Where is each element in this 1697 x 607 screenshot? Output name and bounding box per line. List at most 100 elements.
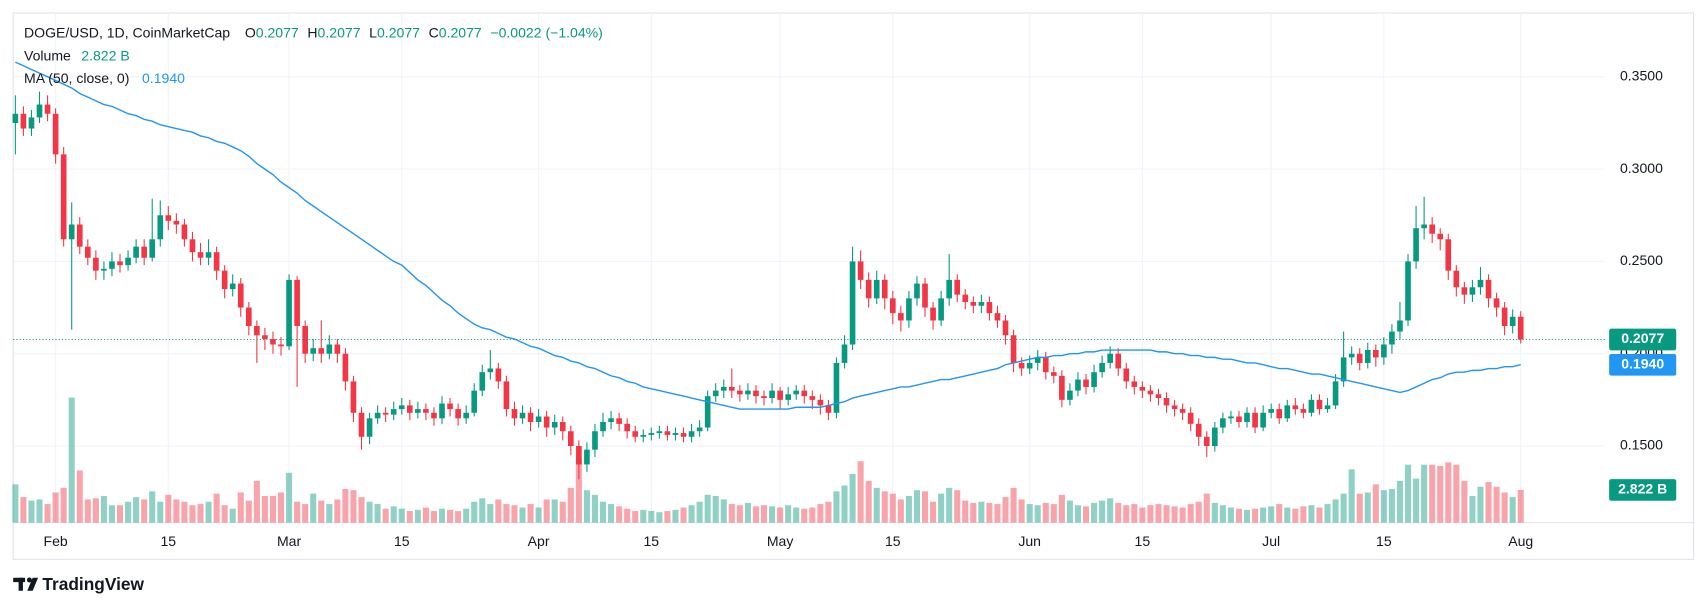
volume-bar (1252, 508, 1259, 523)
volume-bar (76, 470, 83, 523)
volume-bar (656, 512, 663, 523)
volume-bar (84, 499, 91, 523)
volume-bar (551, 499, 558, 523)
candle-body (213, 252, 220, 271)
candle-body (559, 422, 566, 432)
candle-body (1147, 390, 1154, 395)
candle-body (994, 313, 1001, 321)
candle-body (753, 390, 759, 397)
candle-body (551, 422, 558, 428)
candle-body (439, 403, 445, 419)
candle-body (334, 344, 341, 354)
volume-bar (108, 505, 115, 523)
candle-body (495, 368, 502, 382)
candle-body (133, 246, 139, 258)
brand: TradingView (42, 574, 144, 594)
candle-body (44, 104, 51, 114)
volume-bar (873, 487, 880, 523)
volume-bar (632, 511, 639, 523)
candle-body (1485, 279, 1492, 299)
volume-bar (1493, 486, 1500, 523)
candle-body (101, 268, 107, 271)
candle-body (1268, 409, 1274, 413)
candle-body (286, 279, 292, 347)
candle-body (270, 338, 276, 345)
candle-body (1260, 412, 1266, 428)
volume-bar (1445, 462, 1452, 523)
volume-bar (430, 511, 437, 523)
candle-body (1429, 224, 1435, 234)
candle-body (729, 386, 735, 391)
candle-body (1067, 390, 1073, 400)
candle-body (68, 224, 75, 240)
candle-body (398, 405, 405, 410)
x-tick-label: 15 (394, 533, 410, 549)
volume-bar (1163, 505, 1170, 523)
candle-body (1276, 409, 1283, 419)
grid (13, 12, 1604, 523)
volume-bar (1404, 464, 1412, 523)
volume-bar (608, 504, 615, 523)
ohlc-value: 0.2077 (256, 24, 299, 40)
volume-bar (1155, 504, 1162, 523)
volume-bar (181, 501, 188, 523)
volume-bar (60, 487, 67, 523)
volume-bar (648, 511, 655, 523)
candle-body (1163, 398, 1170, 406)
candle-body (1099, 362, 1105, 373)
candle-body (785, 394, 791, 400)
candle-body (431, 412, 437, 419)
candle-body (640, 434, 647, 437)
candle-body (374, 412, 381, 419)
x-tick-label: Aug (1508, 533, 1533, 549)
candle-body (1453, 270, 1460, 288)
price-badge (1609, 328, 1677, 351)
volume-bar (527, 504, 534, 523)
volume-bar (793, 507, 800, 523)
volume-bar (1461, 480, 1468, 523)
volume-bar (1316, 507, 1323, 523)
candle-body (568, 431, 574, 447)
candle-body (527, 412, 534, 423)
volume-bar (165, 494, 172, 523)
volume-bar (294, 501, 301, 523)
candle-body (1091, 372, 1097, 387)
volume-bar (310, 493, 317, 523)
candle-body (801, 390, 808, 397)
volume-bar (1388, 489, 1395, 523)
volume-bar (672, 509, 679, 523)
candle-body (592, 431, 598, 450)
candle-body (60, 154, 67, 240)
volume-bar (479, 498, 486, 523)
candle-body (358, 412, 365, 437)
candle-body (608, 418, 614, 423)
volume-bar (1227, 507, 1234, 523)
candle-body (1051, 372, 1057, 376)
volume-bar (1050, 504, 1057, 523)
volume-bar (712, 495, 719, 523)
volume-bar (277, 492, 285, 523)
x-tick-label: 15 (161, 533, 177, 549)
candle-body (1123, 368, 1130, 382)
candle-body (1292, 405, 1299, 410)
volume-badge (1609, 479, 1677, 501)
candle-body (672, 433, 679, 435)
volume-bar (664, 511, 671, 523)
volume-bar (962, 500, 969, 523)
candle-body (519, 412, 526, 419)
volume-bar (575, 458, 582, 523)
volume-bar (1276, 504, 1283, 523)
volume-bar (205, 501, 212, 523)
candle-body (149, 239, 156, 258)
candle-body (680, 433, 687, 437)
candle-body (1469, 287, 1476, 295)
candle-body (1445, 239, 1452, 271)
candle-body (1228, 416, 1234, 419)
candle-body (1364, 350, 1371, 363)
candle-body (237, 283, 244, 308)
candle-body (1139, 386, 1146, 391)
candle-body (584, 449, 590, 465)
candle-body (85, 246, 91, 258)
candle-body (382, 412, 389, 415)
frame (12, 12, 1695, 560)
